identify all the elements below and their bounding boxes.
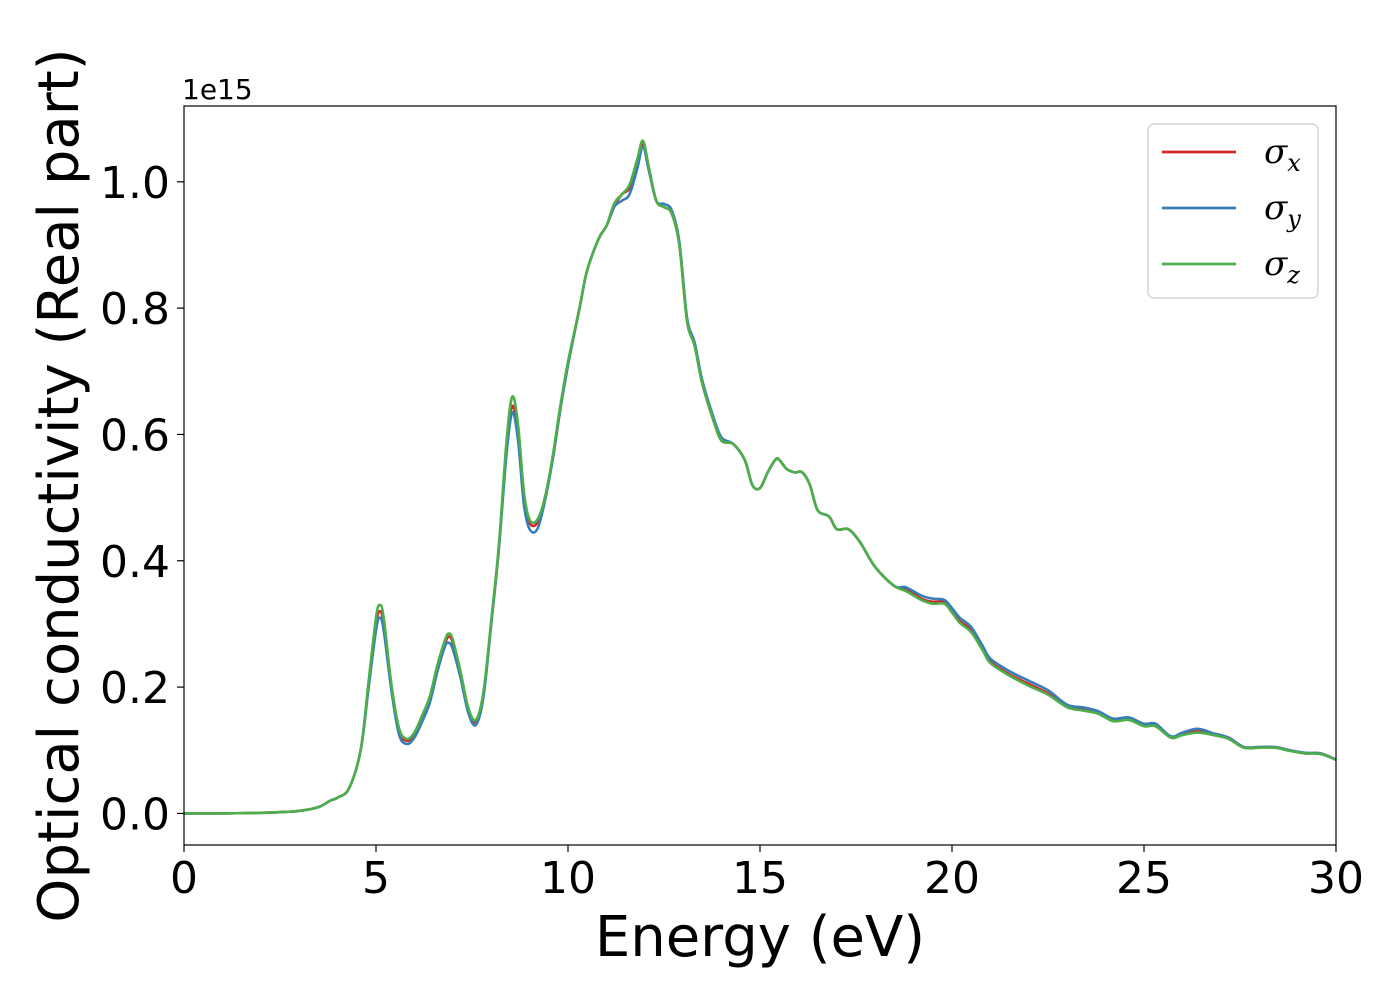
x-tick-label: 5 — [362, 853, 390, 904]
y-tick-label: 0.8 — [100, 284, 170, 335]
x-tick-label: 30 — [1308, 853, 1364, 904]
legend-box — [1147, 123, 1319, 299]
axes-layer: 0 5 10 15 20 25 30 0.0 0.2 0.4 0.6 0.8 1.0 1e15 Energy… — [27, 48, 1364, 970]
x-tick-label: 20 — [924, 853, 980, 904]
x-tick-label: 0 — [170, 853, 198, 904]
y-tick-label: 0.0 — [100, 789, 170, 840]
y-tick-label: 0.4 — [100, 537, 170, 588]
legend-entry-label: σx — [1264, 132, 1301, 177]
legend: σx σy σz — [1147, 123, 1319, 299]
y-tick-label: 1.0 — [100, 158, 170, 209]
x-axis-label: Energy (eV) — [595, 905, 925, 970]
y-offset-label: 1e15 — [182, 73, 253, 106]
y-tick-label: 0.6 — [100, 410, 170, 461]
legend-entry-label: σz — [1264, 244, 1300, 289]
y-tick-label: 0.2 — [100, 663, 170, 714]
x-tick-label: 10 — [540, 853, 596, 904]
x-tick-label: 25 — [1116, 853, 1172, 904]
series-line-3 — [184, 139, 1336, 815]
legend-entry-label: σy — [1264, 188, 1301, 233]
series-layer — [184, 139, 1336, 815]
x-tick-label: 15 — [732, 853, 788, 904]
y-axis-label: Optical conductivity (Real part) — [27, 48, 92, 922]
